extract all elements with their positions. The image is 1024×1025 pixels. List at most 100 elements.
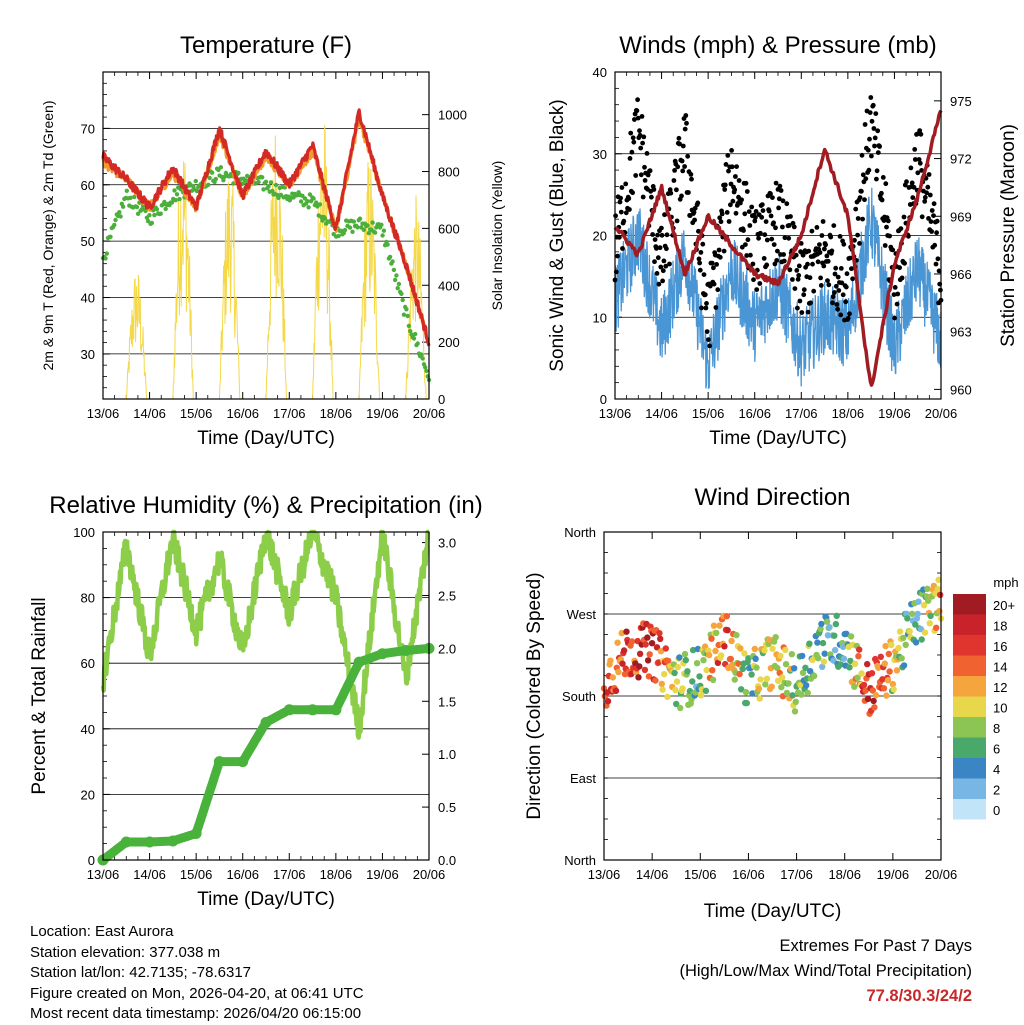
dewpoint-point [256,179,261,185]
gust-point [703,305,709,311]
wind-direction-point [642,641,649,648]
gust-point [620,246,625,251]
gust-point [830,294,836,300]
wind-direction-point [656,630,663,637]
wind-direction-point [768,683,775,690]
dewpoint-point [380,233,385,238]
dewpoint-point [124,188,129,193]
y-tick-label: 20 [593,229,607,244]
x-tick-label: 16/06 [226,867,259,882]
wind-direction-point [689,678,696,685]
gust-point [631,139,637,145]
gust-point [880,175,886,180]
dewpoint-point [163,206,168,212]
colorbar-label: 0 [993,803,1000,818]
wind-direction-point [694,645,702,653]
gust-point [845,315,851,321]
gust-point [899,275,905,281]
dewpoint-point [261,187,266,192]
gust-point [732,187,738,193]
gust-point [815,259,821,265]
dewpoint-point [207,175,212,181]
wind-direction-point [742,689,750,696]
wind-direction-point [756,695,763,702]
wind-direction-point [934,585,941,593]
wind-direction-point [877,653,884,660]
chart-title: Relative Humidity (%) & Precipitation (i… [49,492,482,519]
wind-direction-point [677,704,684,712]
wind-direction-point [843,630,850,637]
wind-direction-point [902,641,909,648]
colorbar-swatch [953,635,986,656]
gust-point [853,206,859,212]
gust-point [692,217,697,223]
x-tick-label: 19/06 [366,406,399,421]
gust-point [910,195,916,201]
gust-point [711,281,717,287]
gust-point [784,201,790,207]
wind-direction-point [785,680,792,687]
x-axis-label: Time (Day/UTC) [709,428,847,449]
gust-point [711,265,716,271]
y-tick-label: 10 [593,310,607,325]
gust-point [839,280,845,286]
gust-point [714,262,719,267]
wind-direction-point [819,639,827,647]
gust-point [917,128,923,134]
dewpoint-point [169,200,175,205]
gust-point [627,207,632,212]
dewpoint-point [365,223,370,228]
x-tick-label: 15/06 [684,867,717,882]
gust-point [761,256,767,261]
wind-direction-point [777,652,784,660]
gust-point [794,268,800,273]
wind-direction-point [614,639,621,646]
wind-direction-point [885,650,892,658]
gust-point [736,178,742,183]
gust-point [698,250,704,255]
gust-point [869,118,875,124]
gust-point [919,214,925,220]
y-right-tick-label: 975 [950,94,972,109]
gust-point [768,191,773,197]
gust-point [892,315,897,321]
wind-direction-point [792,698,799,705]
wind-direction-point [604,698,612,705]
dewpoint-point [347,225,353,230]
gust-point [638,172,644,178]
gust-point [786,223,792,228]
wind-direction-point [920,602,928,609]
gust-point [862,197,867,203]
gust-point [756,235,761,241]
dewpoint-point [322,216,328,221]
gust-point [874,168,880,174]
gust-point [757,281,763,286]
gust-point [771,242,777,248]
gust-point [706,337,711,342]
gust-point [817,242,822,248]
chart-title: Wind Direction [694,484,850,511]
solar-insolation-line [103,124,429,400]
direction-tick-label: North [564,853,596,868]
wind-direction-point [628,670,635,678]
x-tick-label: 13/06 [599,406,632,421]
y-axis-label: Sonic Wind & Gust (Blue, Black) [547,99,568,371]
wind-direction-point [628,638,636,645]
wind-direction-point [788,651,795,658]
dewpoint-point [266,184,271,189]
dewpoint-point [263,179,269,184]
wind-direction-point [729,661,736,669]
wind-direction-point [820,658,828,665]
colorbar-label: 16 [993,639,1007,654]
plot-border [102,531,430,861]
gust-point [922,195,928,200]
y-right-tick-label: 1.5 [438,694,456,709]
gust-point [734,164,739,170]
gust-point [811,288,817,294]
gust-point [680,143,686,149]
gust-point [642,164,647,170]
wind-direction-point [886,668,893,675]
wind-direction-point [689,646,697,654]
gust-point [713,305,719,310]
gust-point [874,176,879,182]
